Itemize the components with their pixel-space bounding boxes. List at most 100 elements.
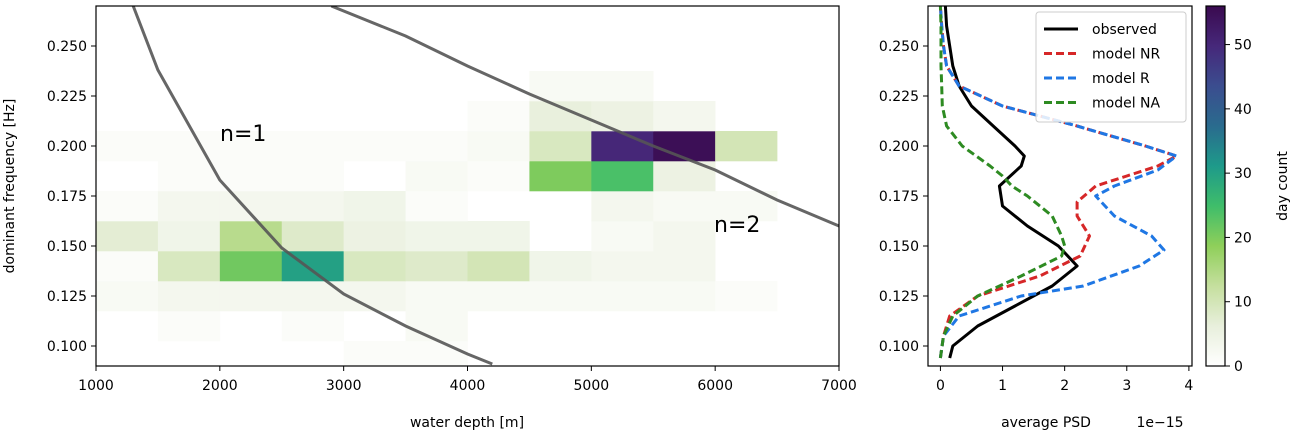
y-tick-label: 0.250: [47, 39, 87, 55]
heatmap-cell: [96, 221, 159, 252]
psd-line-model-r: [938, 6, 1178, 359]
mode-curve-n1: [131, 6, 493, 366]
heatmap-cell: [653, 281, 716, 312]
heatmap-cell: [157, 221, 221, 252]
heatmap-cell: [591, 161, 654, 192]
x-tick-label: 1: [998, 378, 1007, 394]
x-tick-label: 1000: [78, 378, 114, 394]
heatmap-cell: [157, 131, 221, 162]
heatmap-cells: [96, 71, 778, 366]
legend: observed model NR model R model NA: [1035, 11, 1187, 123]
psd-y-ticks: 0.100 0.125 0.150 0.175 0.200 0.225 0.250: [879, 39, 928, 355]
heatmap-cell: [467, 101, 530, 132]
y-tick-label: 0.125: [879, 289, 919, 305]
heatmap-cell: [529, 71, 592, 102]
heatmap-cell: [343, 251, 406, 282]
heatmap-cell: [405, 161, 468, 192]
heatmap-cell: [405, 281, 468, 312]
heatmap-cell: [467, 161, 530, 192]
x-tick-label: 6000: [697, 378, 733, 394]
heatmap-cell: [653, 101, 716, 132]
colorbar-ticks: 0 10 20 30 40 50: [1225, 38, 1252, 375]
y-tick-label: 0.100: [47, 339, 87, 355]
heatmap-cell: [529, 161, 592, 192]
y-tick-label: 0.175: [879, 189, 919, 205]
heatmap-panel: 1000 2000 3000 4000 5000 6000 7000 0.1000.1250…: [2, 5, 857, 431]
heatmap-cell: [343, 191, 406, 222]
y-tick-label: 0.125: [47, 289, 87, 305]
heatmap-cell: [529, 281, 592, 312]
y-tick-label: 0.175: [47, 189, 87, 205]
heatmap-cell: [591, 221, 654, 252]
heatmap-cell: [343, 221, 406, 252]
heatmap-cell: [653, 191, 716, 222]
x-tick-label: 4: [1184, 378, 1193, 394]
heatmap-cell: [405, 341, 468, 366]
heatmap-cell: [96, 281, 159, 312]
y-tick-label: 0.150: [879, 239, 919, 255]
heatmap-cell: [653, 251, 716, 282]
heatmap-cell: [96, 251, 159, 282]
heatmap-cell: [529, 251, 592, 282]
heatmap-cell: [157, 251, 221, 282]
y-tick-label: 0.200: [879, 139, 919, 155]
heatmap-cell: [157, 191, 221, 222]
psd-x-offset-label: 1e−15: [1136, 415, 1183, 431]
mode-curves: [131, 6, 839, 366]
colorbar-tick-label: 20: [1234, 230, 1252, 246]
heatmap-cell: [467, 281, 530, 312]
heatmap-x-ticks: 1000 2000 3000 4000 5000 6000 7000: [78, 366, 857, 394]
heatmap-cell: [281, 311, 344, 342]
colorbar-tick-label: 30: [1234, 166, 1252, 182]
x-tick-label: 2: [1060, 378, 1069, 394]
legend-box: [1035, 11, 1187, 123]
heatmap-cell: [343, 281, 406, 312]
heatmap-cell: [529, 131, 592, 162]
heatmap-cell: [467, 251, 530, 282]
heatmap-y-ticks: 0.100 0.125 0.150 0.175 0.200 0.225 0.250: [47, 39, 96, 355]
heatmap-x-axis-label: water depth [m]: [410, 415, 524, 431]
x-tick-label: 7000: [821, 378, 857, 394]
heatmap-cell: [281, 191, 344, 222]
legend-label: model NR: [1092, 47, 1161, 63]
x-tick-label: 3000: [326, 378, 362, 394]
heatmap-cell: [281, 221, 344, 252]
y-tick-label: 0.200: [47, 139, 87, 155]
heatmap-cell: [219, 161, 283, 192]
y-tick-label: 0.150: [47, 239, 87, 255]
heatmap-cell: [591, 251, 654, 282]
y-tick-label: 0.225: [879, 89, 919, 105]
heatmap-cell: [281, 161, 344, 192]
x-tick-label: 4000: [450, 378, 486, 394]
x-tick-label: 5000: [574, 378, 610, 394]
heatmap-cell: [405, 221, 468, 252]
heatmap-cell: [405, 191, 468, 222]
heatmap-cell: [219, 131, 283, 162]
heatmap-cell: [281, 131, 344, 162]
psd-x-axis-label: average PSD: [1001, 415, 1091, 431]
legend-label: model NA: [1092, 96, 1161, 112]
colorbar-tick-label: 40: [1234, 102, 1252, 118]
psd-frame: [927, 5, 1193, 367]
heatmap-cell: [653, 131, 716, 162]
heatmap-cell: [219, 251, 283, 282]
curve-label-n1: n=1: [220, 122, 266, 147]
heatmap-cell: [467, 221, 530, 252]
x-tick-label: 3: [1122, 378, 1131, 394]
heatmap-cell: [653, 221, 716, 252]
heatmap-cell: [343, 131, 406, 162]
heatmap-cell: [157, 161, 221, 192]
colorbar-tick-label: 50: [1234, 38, 1252, 54]
x-tick-label: 2000: [202, 378, 238, 394]
legend-label: model R: [1092, 71, 1150, 87]
y-tick-label: 0.225: [47, 89, 87, 105]
heatmap-cell: [591, 101, 654, 132]
psd-panel: 0 1 2 3 4 0.100 0.125 0.150 0.175 0.200 0.225 0.25…: [879, 5, 1193, 431]
psd-line-observed: [943, 6, 1079, 359]
legend-label: observed: [1092, 22, 1157, 38]
colorbar-tick-label: 0: [1234, 359, 1243, 375]
heatmap-cell: [343, 341, 406, 366]
heatmap-cell: [157, 281, 221, 312]
legend-items: observed model NR model R model NA: [1044, 22, 1161, 112]
